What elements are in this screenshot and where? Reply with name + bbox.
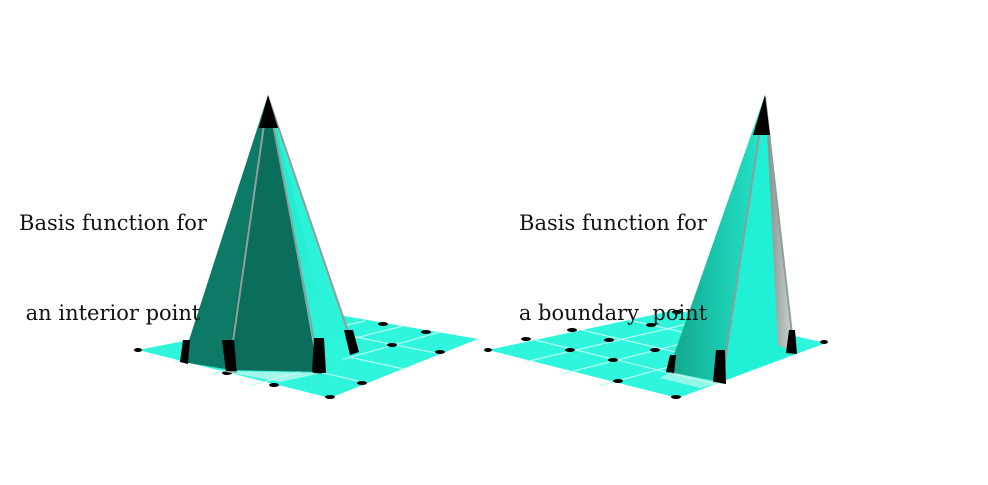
interior-peak (259, 95, 278, 128)
mesh-node (567, 328, 577, 332)
mesh-node (484, 348, 492, 352)
mesh-node (613, 379, 623, 383)
interior-point-label: Basis function for an interior point (8, 148, 218, 388)
interior-label-line-2: an interior point (25, 301, 201, 325)
interior-label-line-1: Basis function for (19, 211, 207, 235)
mesh-node (357, 381, 367, 385)
boundary-pyramid-edges (721, 96, 795, 382)
mesh-node (650, 348, 660, 352)
mesh-node (521, 337, 531, 341)
mesh-node (378, 322, 388, 326)
boundary-base-shadows (666, 330, 797, 384)
boundary-mesh-nodes (484, 310, 828, 399)
mesh-node (269, 383, 279, 387)
boundary-base-highlight (660, 372, 721, 388)
boundary-label-line-1: Basis function for (519, 211, 707, 235)
mesh-node (387, 343, 397, 347)
mesh-node (646, 323, 656, 327)
boundary-point-label: Basis function for a boundary point (508, 148, 718, 388)
mesh-node (608, 358, 618, 362)
interior-base-highlight (184, 364, 322, 382)
mesh-node (565, 348, 575, 352)
mesh-node (672, 310, 682, 314)
interior-pyramid-edges (228, 96, 356, 373)
boundary-basis-plot (484, 95, 828, 399)
mesh-node (820, 340, 828, 344)
mesh-node (421, 330, 431, 334)
mesh-node (325, 395, 335, 399)
boundary-label-line-2: a boundary point (518, 301, 708, 325)
mesh-node (604, 338, 614, 342)
interior-base-shadows (180, 330, 359, 373)
interior-mesh-nodes (134, 322, 445, 399)
boundary-pyramid-face-left (668, 95, 765, 382)
mesh-node (435, 350, 445, 354)
mesh-node (134, 348, 142, 352)
interior-pyramid-face-left (182, 95, 268, 370)
boundary-peak (753, 95, 770, 135)
interior-basis-plot (134, 95, 478, 399)
interior-pyramid-face-front (226, 95, 322, 372)
mesh-node (671, 395, 681, 399)
